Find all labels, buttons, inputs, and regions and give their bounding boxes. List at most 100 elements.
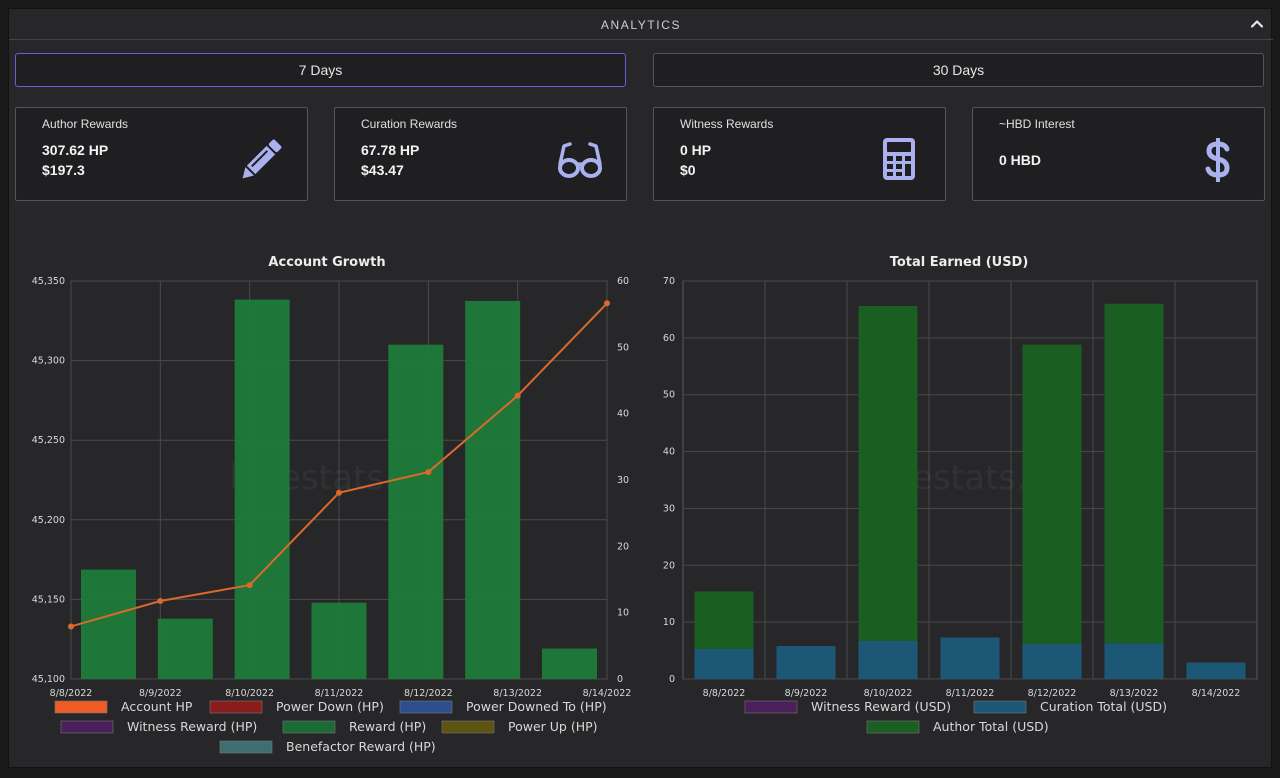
glasses-icon (558, 142, 602, 178)
bar-curation-total-usd (1104, 643, 1164, 679)
card-value-hp: 307.62 HP (42, 142, 109, 158)
legend-swatch (60, 720, 114, 734)
chevron-up-icon[interactable] (1249, 16, 1265, 32)
account-hp-point (246, 582, 253, 589)
x-tick-label: 8/9/2022 (139, 688, 182, 699)
bar-reward-hp (388, 344, 444, 679)
x-tick-label: 8/14/2022 (1192, 688, 1241, 699)
legend-label: Reward (HP) (349, 719, 426, 734)
bar-curation-total-usd (858, 640, 918, 679)
legend-label: Account HP (121, 699, 193, 714)
curation-rewards-card: Curation Rewards 67.78 HP $43.47 (334, 107, 627, 201)
bar-author-total-usd (1022, 344, 1082, 644)
legend-label: Curation Total (USD) (1040, 699, 1167, 714)
y-tick-label: 20 (663, 560, 675, 571)
y-tick-label: 0 (669, 674, 675, 685)
legend-swatch (209, 700, 263, 714)
y2-tick-label: 20 (617, 541, 629, 552)
bar-curation-total-usd (776, 646, 836, 679)
y2-tick-label: 50 (617, 342, 629, 353)
chart-title: Total Earned (USD) (890, 255, 1029, 270)
legend-swatch (744, 700, 798, 714)
chart-title: Account Growth (268, 255, 385, 270)
bar-reward-hp (542, 648, 597, 679)
card-value-hp: 67.78 HP (361, 142, 420, 158)
total-earned-chart: Total Earned (USD) hivestats.io 01020304… (653, 241, 1265, 761)
legend-label: Power Down (HP) (276, 699, 384, 714)
card-label: ~HBD Interest (999, 117, 1075, 131)
card-value-usd: $43.47 (361, 162, 404, 178)
legend-label: Power Downed To (HP) (466, 699, 607, 714)
y-tick-label: 50 (663, 390, 675, 401)
account-hp-point (68, 623, 74, 630)
bar-reward-hp (81, 569, 136, 679)
bar-reward-hp (311, 602, 367, 679)
y2-tick-label: 40 (617, 409, 629, 420)
card-label: Curation Rewards (361, 117, 458, 131)
bar-curation-total-usd (1186, 662, 1246, 679)
panel-title: ANALYTICS (600, 18, 682, 32)
y-tick-label: 60 (663, 333, 675, 344)
legend-label: Power Up (HP) (508, 719, 598, 734)
y2-tick-label: 30 (617, 475, 629, 486)
legend-swatch (866, 720, 920, 734)
x-tick-label: 8/11/2022 (315, 688, 364, 699)
legend-label: Author Total (USD) (933, 719, 1049, 734)
witness-rewards-card: Witness Rewards 0 HP $0 (653, 107, 946, 201)
y-tick-label: 45,250 (32, 435, 65, 446)
bar-reward-hp (465, 300, 521, 679)
x-tick-label: 8/13/2022 (1110, 688, 1159, 699)
legend-swatch (399, 700, 453, 714)
account-growth-chart: Account Growth hivestats.io 45,10045,150… (15, 241, 635, 761)
panel-header: ANALYTICS (9, 9, 1273, 40)
pencil-icon (242, 139, 282, 179)
y-tick-label: 45,150 (32, 594, 65, 605)
analytics-panel: ANALYTICS 7 Days 30 Days Author Rewards … (8, 8, 1273, 768)
bar-curation-total-usd (694, 648, 754, 679)
bar-reward-hp (157, 618, 213, 679)
bar-curation-total-usd (1022, 643, 1082, 679)
x-tick-label: 8/8/2022 (50, 688, 93, 699)
y2-tick-label: 10 (617, 608, 629, 619)
y-tick-label: 40 (663, 447, 675, 458)
card-label: Author Rewards (42, 117, 129, 131)
legend-swatch (54, 700, 108, 714)
x-tick-label: 8/14/2022 (583, 688, 632, 699)
account-hp-point (514, 392, 521, 399)
account-hp-point (157, 597, 164, 604)
y-tick-label: 45,100 (32, 674, 65, 685)
y-tick-label: 45,350 (32, 276, 65, 287)
account-hp-point (425, 469, 432, 476)
account-hp-point (336, 489, 342, 496)
x-tick-label: 8/8/2022 (703, 688, 746, 699)
y-tick-label: 10 (663, 617, 675, 628)
card-value-hbd: 0 HBD (999, 152, 1042, 168)
hbd-interest-card: ~HBD Interest 0 HBD (972, 107, 1265, 201)
legend-label: Witness Reward (USD) (811, 699, 951, 714)
x-tick-label: 8/10/2022 (864, 688, 913, 699)
author-rewards-card: Author Rewards 307.62 HP $197.3 (15, 107, 308, 201)
card-value-usd: $0 (680, 162, 696, 178)
range-7-days-button[interactable]: 7 Days (15, 53, 626, 87)
legend-label: Benefactor Reward (HP) (286, 739, 436, 754)
bar-author-total-usd (694, 591, 754, 649)
card-value-hp: 0 HP (680, 142, 712, 158)
legend-swatch (441, 720, 495, 734)
y-tick-label: 45,200 (32, 515, 65, 526)
x-tick-label: 8/12/2022 (404, 688, 453, 699)
dollar-icon (1205, 138, 1230, 182)
y-tick-label: 70 (663, 276, 675, 287)
range-30-days-button[interactable]: 30 Days (653, 53, 1264, 87)
x-tick-label: 8/13/2022 (493, 688, 542, 699)
calculator-icon (883, 138, 915, 180)
x-tick-label: 8/9/2022 (785, 688, 828, 699)
legend-label: Witness Reward (HP) (127, 719, 257, 734)
card-label: Witness Rewards (680, 117, 774, 131)
x-tick-label: 8/11/2022 (946, 688, 995, 699)
x-tick-label: 8/10/2022 (225, 688, 274, 699)
bar-curation-total-usd (940, 637, 1000, 679)
card-value-usd: $197.3 (42, 162, 85, 178)
legend-swatch (219, 740, 273, 754)
bar-author-total-usd (858, 306, 918, 641)
account-hp-point (604, 300, 610, 307)
